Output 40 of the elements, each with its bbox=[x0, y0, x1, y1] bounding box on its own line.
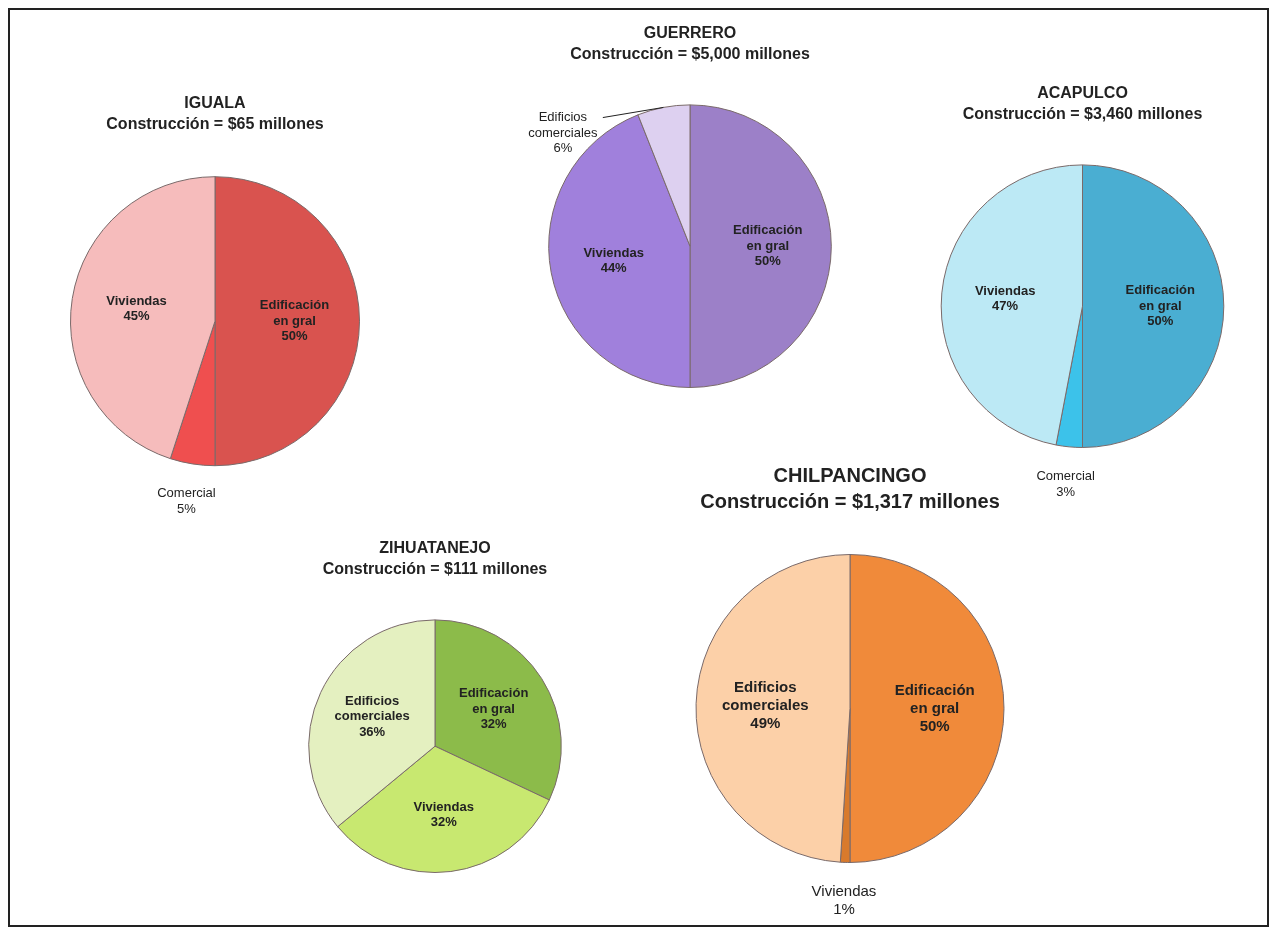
chart-title: ZIHUATANEJO bbox=[379, 539, 491, 557]
data-label: 47% bbox=[992, 298, 1019, 314]
data-label: 50% bbox=[281, 328, 308, 344]
slice-label: Comercial bbox=[1036, 468, 1095, 484]
slice-label: Edificios comerciales bbox=[334, 692, 410, 724]
slice-label: Viviendas bbox=[106, 292, 167, 308]
slice-label: Comercial bbox=[157, 485, 216, 501]
slice-label: Edificios comerciales bbox=[721, 677, 809, 713]
data-label: 49% bbox=[750, 713, 781, 731]
chart-subtitle: Construcción = $3,460 millones bbox=[962, 105, 1203, 123]
data-label: 3% bbox=[1056, 484, 1076, 500]
chart-title: CHILPANCINGO bbox=[773, 463, 927, 486]
slice-label: Viviendas bbox=[811, 881, 877, 899]
data-label: 36% bbox=[359, 723, 386, 739]
chart-subtitle: Construcción = $65 millones bbox=[106, 115, 324, 133]
data-label: 50% bbox=[754, 253, 782, 269]
data-label: 50% bbox=[1147, 313, 1174, 329]
slice-label: Edificación en gral bbox=[733, 222, 803, 253]
slice-label: Viviendas bbox=[413, 798, 474, 814]
slice-label: Viviendas bbox=[974, 282, 1036, 298]
slice-label: Viviendas bbox=[583, 244, 644, 260]
data-label: 45% bbox=[123, 308, 150, 324]
data-label: 44% bbox=[600, 260, 628, 276]
chart-title: GUERRERO bbox=[643, 24, 737, 42]
chart-title: ACAPULCO bbox=[1037, 84, 1128, 102]
data-label: 6% bbox=[553, 140, 573, 156]
data-label: 32% bbox=[430, 814, 458, 830]
chart-title: IGUALA bbox=[184, 94, 247, 112]
data-label: 5% bbox=[177, 500, 197, 516]
chart-subtitle: Construcción = $1,317 millones bbox=[700, 489, 1000, 512]
data-label: 32% bbox=[480, 716, 508, 732]
data-label: 50% bbox=[919, 716, 950, 734]
slice-label: Edificios comerciales bbox=[528, 109, 598, 140]
chart-subtitle: Construcción = $5,000 millones bbox=[570, 45, 810, 63]
data-label: 1% bbox=[833, 899, 855, 917]
slice-label: Edificación en gral bbox=[894, 680, 975, 716]
slice-label: Edificación en gral bbox=[259, 297, 330, 328]
slice-label: Edificación en gral bbox=[458, 684, 529, 716]
chart-subtitle: Construcción = $111 millones bbox=[322, 560, 548, 578]
slice-label: Edificación en gral bbox=[1125, 282, 1195, 313]
